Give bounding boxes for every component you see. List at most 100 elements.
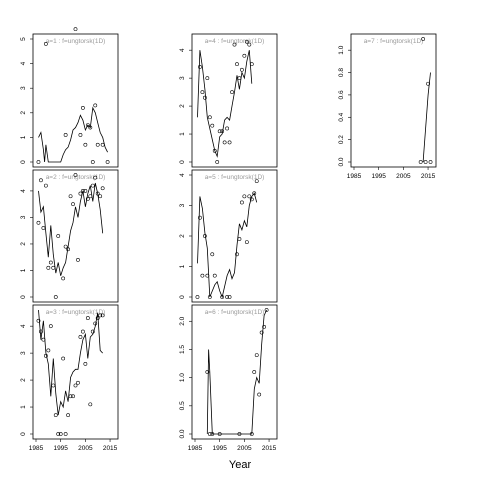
data-point <box>46 265 51 270</box>
data-point <box>257 392 262 397</box>
y-tick-label: 0.0 <box>338 157 345 166</box>
data-point <box>39 178 43 183</box>
data-point <box>90 183 95 188</box>
y-tick-label: 2.0 <box>179 316 186 325</box>
data-point <box>227 295 232 299</box>
data-point <box>63 432 68 436</box>
data-point <box>240 200 244 205</box>
data-point <box>205 370 210 374</box>
data-point <box>68 194 73 199</box>
data-point <box>63 133 68 137</box>
panel-frame <box>32 304 119 440</box>
y-tick-label: 3 <box>179 76 186 80</box>
x-axis-label: Year <box>228 459 252 471</box>
data-point <box>237 432 242 436</box>
panel-7: a=7 : f=ungtorsk(1D) 0.0 0.2 0.4 0.6 0.8 1.0 19… <box>338 33 437 180</box>
data-point <box>205 273 210 278</box>
data-point <box>51 265 56 270</box>
data-point <box>53 413 58 418</box>
data-point <box>41 337 46 342</box>
data-point <box>98 194 103 199</box>
data-point <box>230 90 234 95</box>
data-point <box>264 308 269 312</box>
data-point <box>76 257 80 262</box>
y-tick-label: 0 <box>20 432 27 436</box>
panel-frame <box>191 304 278 440</box>
data-point <box>95 142 100 147</box>
y-tick-label: 2 <box>20 242 27 246</box>
data-point <box>43 183 48 188</box>
data-point <box>222 140 227 145</box>
x-tick-label: 1995 <box>371 173 386 180</box>
data-point <box>237 237 242 241</box>
data-point <box>207 432 212 436</box>
panel-frame <box>32 33 119 168</box>
data-point <box>93 321 98 326</box>
data-point <box>85 123 90 128</box>
data-point <box>39 329 43 334</box>
panel-frame <box>32 169 119 303</box>
data-point <box>76 380 80 385</box>
data-point <box>48 260 53 265</box>
data-point <box>61 356 66 361</box>
data-point <box>244 240 249 245</box>
data-point <box>36 160 41 164</box>
y-tick-label: 3 <box>20 351 27 355</box>
series-line <box>206 309 267 435</box>
data-point <box>51 383 56 388</box>
data-point <box>225 295 229 299</box>
x-tick-label: 1995 <box>212 445 227 452</box>
data-point <box>83 142 88 147</box>
x-tick-label: 2015 <box>103 445 118 452</box>
data-point <box>198 215 202 220</box>
data-point <box>237 76 242 81</box>
data-point <box>88 402 93 407</box>
y-tick-label: 0.8 <box>338 68 345 77</box>
panel-title: a=4 : f=ungtorsk(1D) <box>205 38 265 45</box>
data-point <box>249 432 254 436</box>
data-point <box>88 125 93 130</box>
y-tick-label: 0 <box>20 295 27 299</box>
x-tick-label: 1995 <box>53 445 68 452</box>
series-line <box>38 106 108 163</box>
data-point <box>235 62 239 67</box>
data-point <box>58 432 63 436</box>
y-tick-label: 4 <box>20 324 27 328</box>
y-tick-label: 1 <box>179 132 186 136</box>
data-point <box>36 318 41 323</box>
x-tick-label: 2015 <box>262 445 277 452</box>
panel-title: a=2 : f=ungtorsk(1D) <box>46 174 106 181</box>
data-point <box>73 173 78 177</box>
y-tick-label: 1.0 <box>179 373 186 382</box>
data-point <box>244 39 249 44</box>
data-point <box>81 189 85 193</box>
data-point <box>225 126 229 131</box>
y-tick-label: 4 <box>179 48 186 52</box>
y-tick-label: 1.5 <box>179 345 186 354</box>
data-point <box>254 179 259 184</box>
y-tick-label: 3 <box>20 215 27 219</box>
data-point <box>95 191 100 196</box>
series-line <box>197 192 258 299</box>
data-point <box>212 273 217 278</box>
panel-frame <box>191 33 278 168</box>
data-point <box>73 27 78 32</box>
data-point <box>235 252 239 257</box>
y-tick-label: 0.6 <box>338 90 345 99</box>
y-tick-label: 2 <box>20 378 27 382</box>
data-point <box>247 194 252 199</box>
data-point <box>227 140 232 145</box>
data-point <box>207 115 212 120</box>
data-point <box>56 432 61 436</box>
data-point <box>198 65 202 69</box>
y-tick-label: 3 <box>20 86 27 90</box>
data-point <box>81 329 85 334</box>
y-tick-label: 4 <box>179 173 186 177</box>
data-point <box>217 129 222 134</box>
data-point <box>48 324 53 329</box>
y-tick-label: 0.5 <box>179 401 186 410</box>
data-point <box>426 81 430 86</box>
y-tick-label: 1 <box>20 135 27 139</box>
panel-6: a=6 : f=ungtorsk(1D) 0.0 0.5 1.0 1.5 2.0 1985 1… <box>179 304 278 452</box>
